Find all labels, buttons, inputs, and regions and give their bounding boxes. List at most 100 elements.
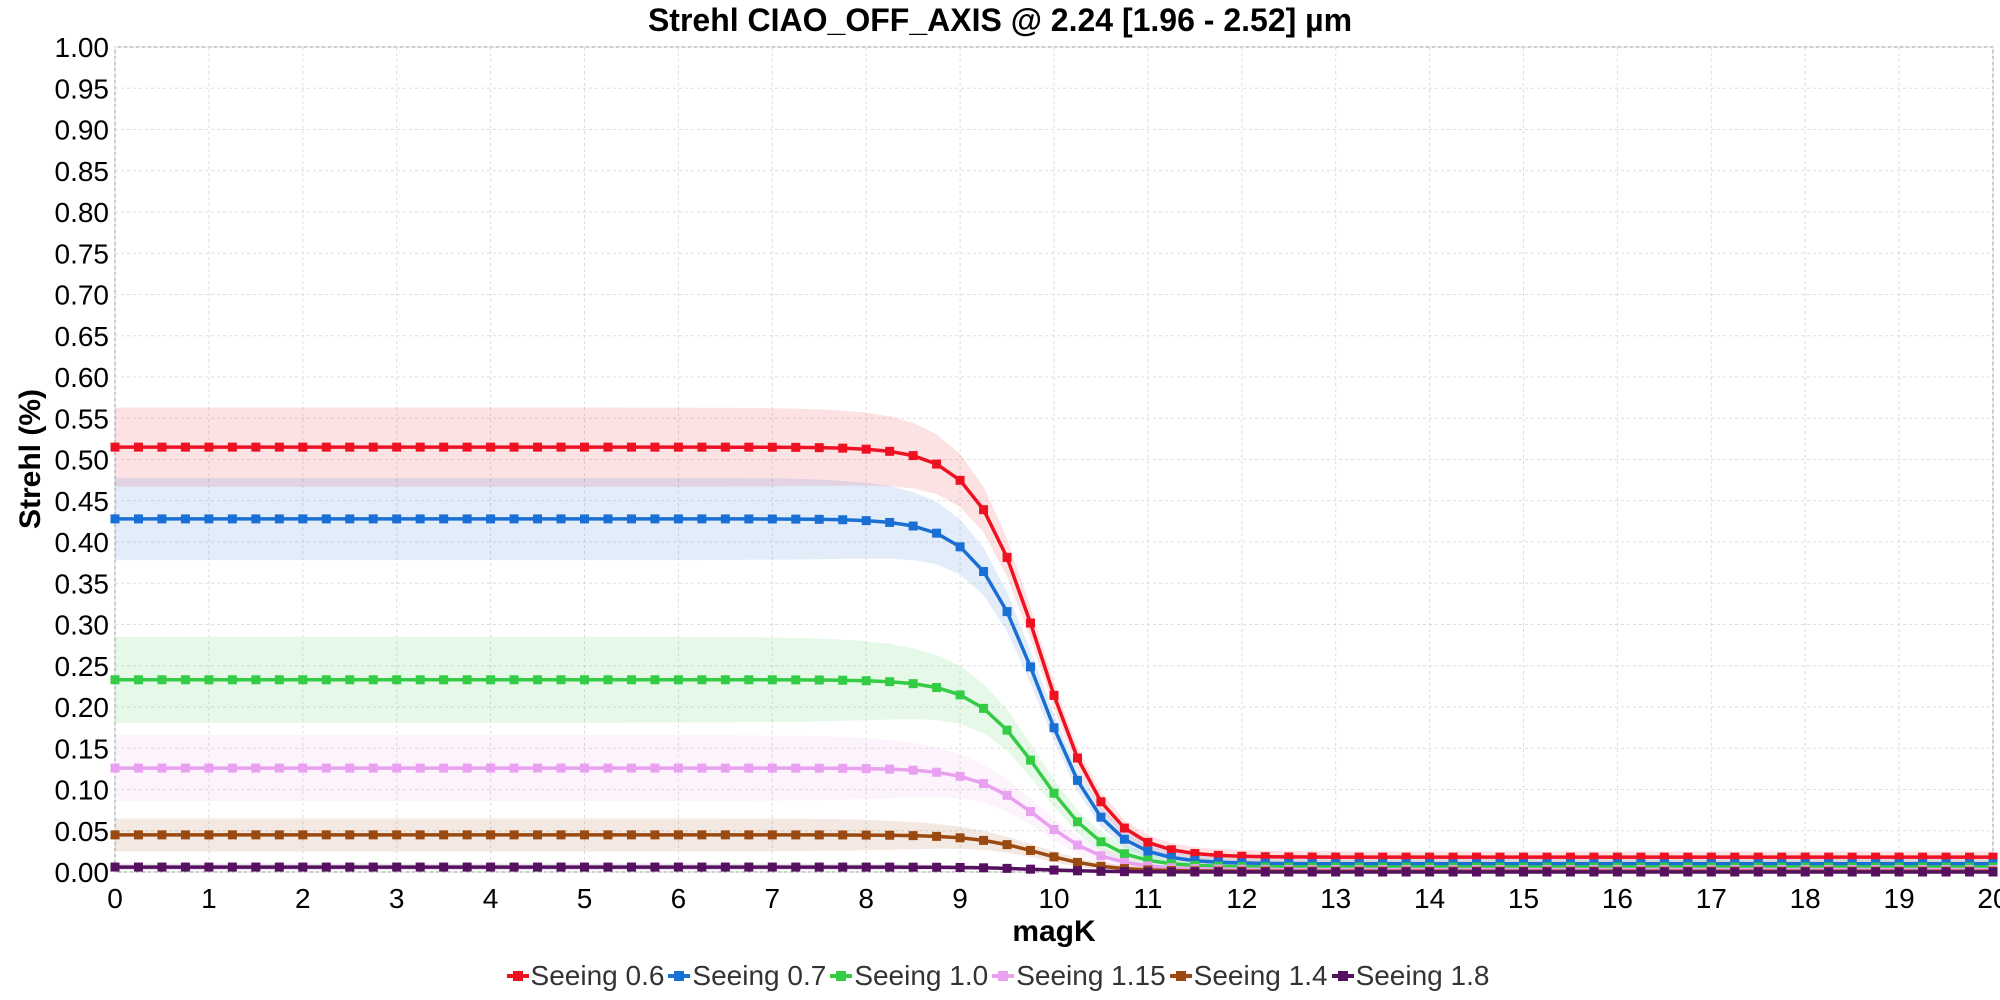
series-seeing-1-0-point (979, 703, 989, 713)
series-seeing-1-8-point (1378, 867, 1388, 877)
series-seeing-1-15-point (204, 763, 214, 773)
series-seeing-1-4-point (720, 830, 730, 840)
series-seeing-0-6-point (1565, 852, 1575, 862)
legend-label: Seeing 0.7 (692, 960, 827, 991)
series-seeing-1-8-point (1636, 867, 1646, 877)
series-seeing-0-6-point (157, 442, 167, 452)
series-seeing-1-8-point (861, 862, 871, 872)
legend-item[interactable]: Seeing 1.0 (830, 960, 988, 992)
series-seeing-1-0-point (1119, 849, 1129, 859)
series-seeing-1-4-point (509, 830, 519, 840)
series-seeing-1-15-point (180, 763, 190, 773)
series-seeing-0-6-point (1260, 852, 1270, 862)
series-seeing-1-8-point (814, 862, 824, 872)
series-seeing-0-6-point (1730, 852, 1740, 862)
series-seeing-1-8-point (321, 862, 331, 872)
series-seeing-1-8-point (979, 863, 989, 873)
series-seeing-1-0-point (885, 677, 895, 687)
series-seeing-0-6-point (932, 459, 942, 469)
series-seeing-1-8-point (486, 862, 496, 872)
series-seeing-1-8-point (1706, 867, 1716, 877)
y-tick-label: 0.70 (55, 280, 110, 311)
x-tick-label: 6 (671, 883, 687, 914)
series-seeing-1-8-point (1472, 867, 1482, 877)
series-seeing-1-4-point (861, 830, 871, 840)
y-tick-label: 0.25 (55, 651, 110, 682)
series-seeing-0-6-point (626, 442, 636, 452)
series-seeing-1-0-point (345, 675, 355, 685)
series-seeing-0-7-point (908, 521, 918, 531)
series-seeing-1-8-point (1777, 867, 1787, 877)
series-seeing-1-4-point (486, 830, 496, 840)
series-seeing-1-0-point (720, 675, 730, 685)
series-seeing-0-6-point (1425, 852, 1435, 862)
legend-label: Seeing 0.6 (530, 960, 665, 991)
series-seeing-1-8-point (744, 862, 754, 872)
series-seeing-0-6-point (1706, 852, 1716, 862)
series-seeing-1-0-point (533, 675, 543, 685)
series-seeing-1-4-point (603, 830, 613, 840)
series-seeing-1-8-point (673, 862, 683, 872)
series-seeing-0-6-point (1072, 753, 1082, 763)
series-seeing-1-8-point (1519, 867, 1528, 877)
series-seeing-0-6-point (462, 442, 472, 452)
series-seeing-0-7-point (1026, 662, 1036, 672)
y-axis-title: Strehl (%) (14, 389, 47, 529)
series-seeing-1-15-point (885, 764, 895, 774)
series-seeing-0-6-point (1354, 852, 1364, 862)
series-seeing-1-8-point (110, 862, 120, 872)
series-seeing-0-6-point (1049, 690, 1059, 700)
series-seeing-0-7-point (814, 514, 824, 524)
series-seeing-0-7-point (650, 514, 660, 524)
series-seeing-1-0-point (955, 690, 965, 700)
y-tick-label: 0.60 (55, 362, 110, 393)
series-seeing-1-4-point (697, 830, 707, 840)
series-seeing-0-6-point (1636, 852, 1646, 862)
series-seeing-1-15-point (110, 763, 120, 773)
legend-item[interactable]: Seeing 1.4 (1169, 960, 1328, 992)
series-seeing-0-6-band (115, 407, 1993, 864)
series-seeing-0-6-point (204, 442, 214, 452)
series-seeing-1-8-point (697, 862, 707, 872)
legend-item[interactable]: Seeing 0.7 (668, 960, 826, 992)
series-seeing-1-8-point (1871, 867, 1881, 877)
legend-item[interactable]: Seeing 1.15 (992, 960, 1166, 992)
y-tick-label: 0.30 (55, 610, 110, 641)
legend-item[interactable]: Seeing 0.6 (506, 960, 665, 992)
series-seeing-1-4-point (157, 830, 167, 840)
series-seeing-1-4-point (392, 830, 402, 840)
x-tick-label: 20 (1977, 883, 2000, 914)
series-seeing-1-8-point (1096, 866, 1106, 876)
series-seeing-1-8-point (1143, 867, 1153, 877)
series-seeing-1-8-point (462, 862, 472, 872)
x-tick-label: 8 (858, 883, 874, 914)
series-seeing-0-7-point (838, 515, 848, 525)
series-seeing-1-4-point (744, 830, 754, 840)
x-tick-label: 3 (389, 883, 405, 914)
series-seeing-1-8-point (1425, 867, 1435, 877)
series-seeing-0-6-point (1612, 852, 1622, 862)
legend-item[interactable]: Seeing 1.8 (1331, 960, 1489, 992)
y-tick-label: 0.15 (55, 733, 110, 764)
y-tick-label: 0.50 (55, 445, 110, 476)
series-seeing-0-7-point (955, 542, 965, 552)
series-seeing-0-6-point (368, 442, 378, 452)
series-seeing-0-7-point (157, 514, 167, 524)
x-tick-label: 11 (1133, 883, 1162, 914)
series-seeing-0-7-point (462, 514, 472, 524)
series-seeing-1-15-point (274, 763, 284, 773)
series-seeing-0-6-point (1918, 852, 1928, 862)
series-seeing-1-8-point (556, 862, 566, 872)
series-seeing-1-0-point (580, 675, 589, 685)
series-seeing-1-0-point (791, 675, 801, 685)
series-seeing-1-8-point (1307, 867, 1317, 877)
series-seeing-1-8-point (1331, 867, 1341, 877)
series-seeing-0-6-point (415, 442, 425, 452)
series-seeing-1-0-point (814, 675, 824, 685)
series-seeing-1-8-point (580, 862, 589, 872)
series-seeing-0-7-point (603, 514, 613, 524)
series-seeing-1-4-point (274, 830, 284, 840)
series-seeing-0-7-point (110, 514, 120, 524)
series-seeing-1-15-point (556, 763, 566, 773)
